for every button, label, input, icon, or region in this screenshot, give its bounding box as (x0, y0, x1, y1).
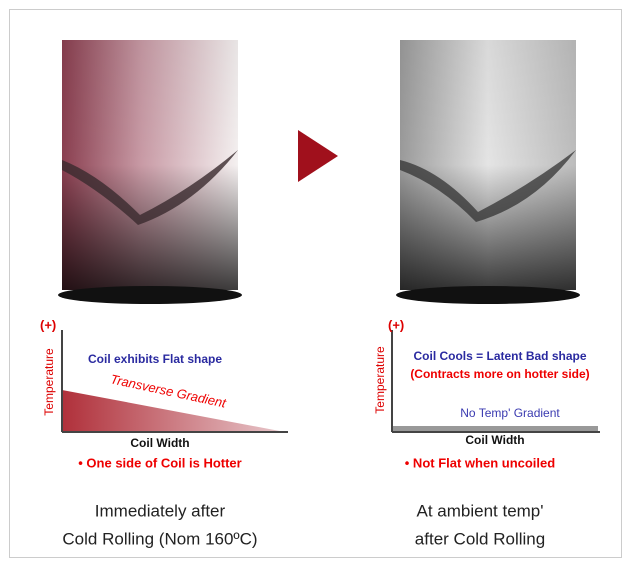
coil-cool (396, 40, 580, 304)
axis-x: Coil Width (465, 433, 524, 447)
caption: Immediately after (95, 501, 226, 520)
bullet: • Not Flat when uncoiled (405, 455, 555, 470)
shape-note: Coil Cools = Latent Bad shape (413, 349, 586, 363)
diagram: (+) Temperature Coil exhibits Flat shape… (0, 0, 632, 568)
caption: after Cold Rolling (415, 529, 545, 548)
caption: At ambient temp' (416, 501, 543, 520)
coil-hot (58, 40, 242, 304)
flat-gradient (392, 426, 598, 431)
shape-note-2: (Contracts more on hotter side) (410, 367, 589, 381)
bullet: • One side of Coil is Hotter (78, 455, 241, 470)
axis-y: Temperature (42, 348, 56, 416)
axis-top: (+) (388, 317, 404, 332)
shape-note: Coil exhibits Flat shape (88, 352, 222, 366)
axis-top: (+) (40, 317, 56, 332)
caption: Cold Rolling (Nom 160ºC) (62, 529, 257, 548)
axis-y: Temperature (373, 346, 387, 414)
axis-x: Coil Width (130, 436, 189, 450)
gradient-label: No Temp' Gradient (460, 406, 560, 420)
